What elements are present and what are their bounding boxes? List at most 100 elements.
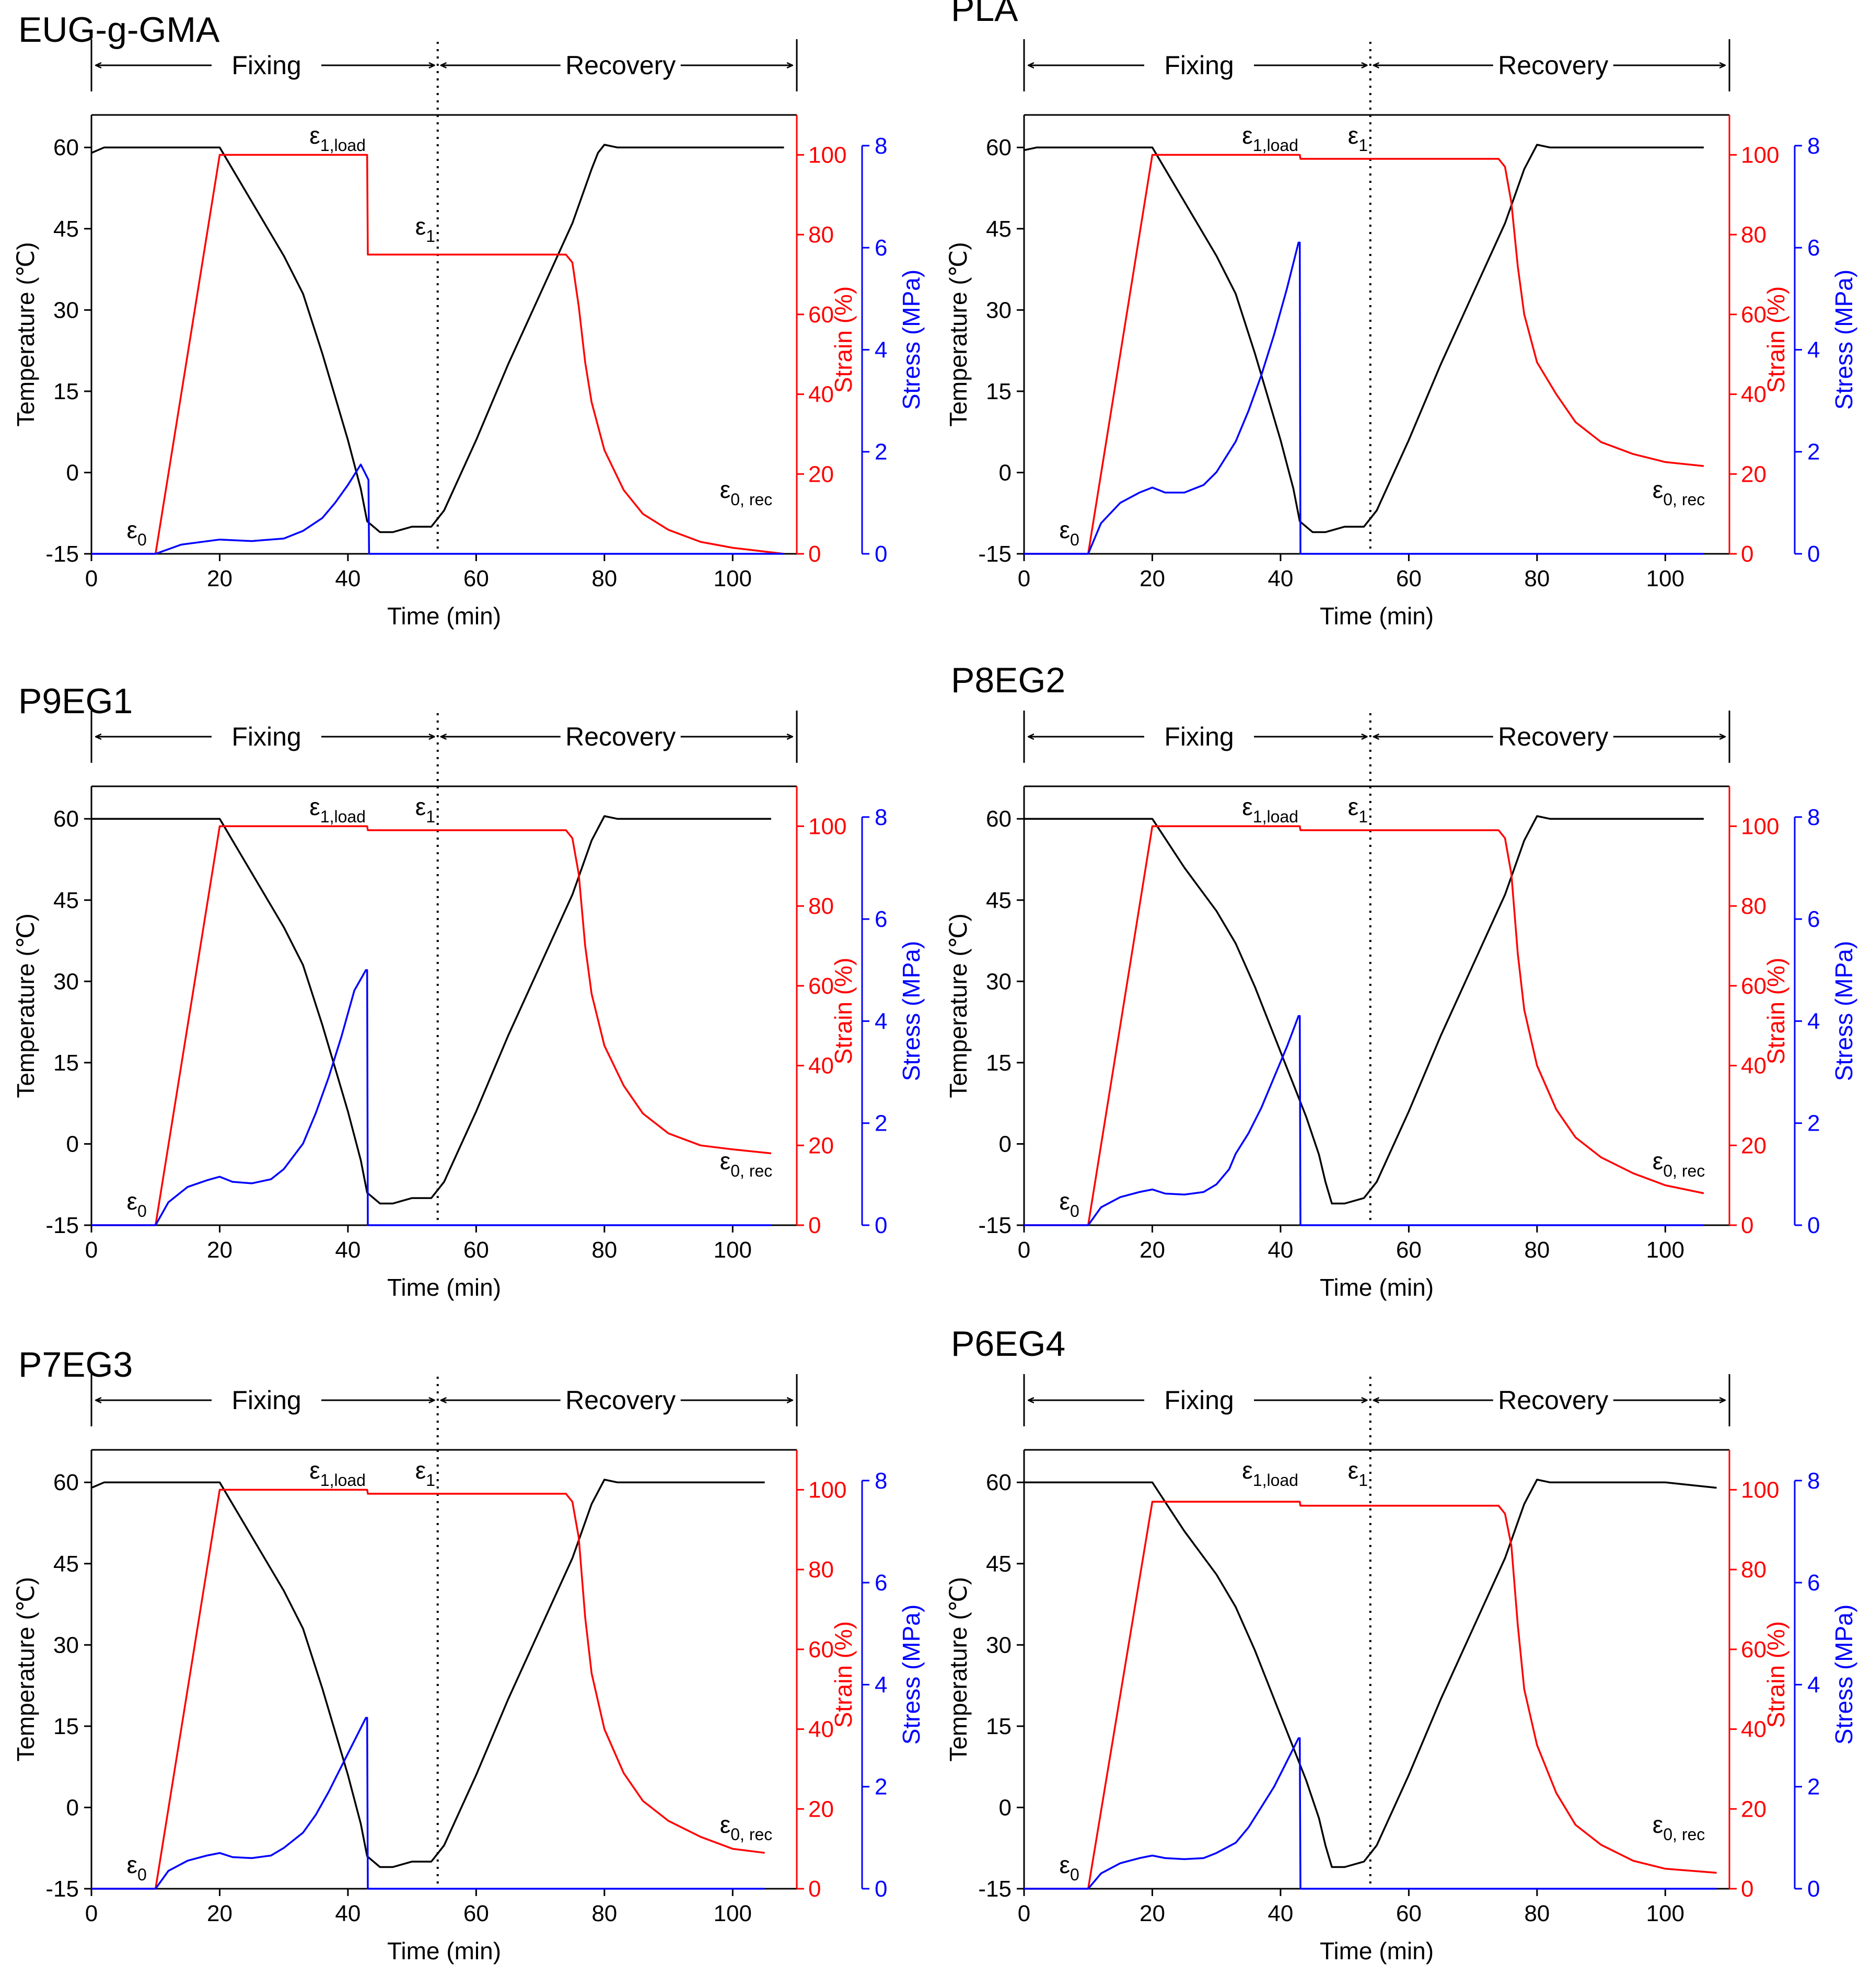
series-line-stress (1024, 1015, 1704, 1226)
annotation-eps0-symbol: ε (1060, 1188, 1071, 1215)
phase-label-recovery: Recovery (1498, 1386, 1608, 1415)
x-tick-label: 20 (1140, 1901, 1165, 1926)
annotation-eps0-symbol: ε (127, 516, 138, 543)
strain-tick-label: 20 (808, 461, 834, 487)
temperature-axis-title: Temperature (℃) (12, 242, 39, 426)
x-axis-title: Time (min) (1320, 1274, 1434, 1301)
annotation-eps1-symbol: ε (1348, 122, 1359, 149)
temp-tick-label: 45 (986, 888, 1012, 913)
temp-tick-label: 0 (999, 1131, 1012, 1157)
annotation-eps0: ε0 (1060, 516, 1079, 549)
annotation-eps0: ε0 (1060, 1188, 1079, 1220)
temp-tick-label: 30 (986, 297, 1012, 323)
x-tick-label: 40 (1268, 566, 1293, 591)
strain-tick-label: 20 (808, 1133, 834, 1158)
strain-tick-label: 0 (808, 541, 821, 567)
strain-tick-label: 100 (808, 1477, 846, 1503)
phase-label-fixing: Fixing (231, 51, 301, 80)
series-line-strain (1024, 154, 1704, 555)
strain-tick-label: 60 (808, 973, 834, 999)
annotation-eps0-symbol: ε (127, 1851, 138, 1878)
panel-title: PLA (951, 0, 1018, 29)
phase-label-recovery: Recovery (1498, 51, 1608, 80)
annotation-eps0: ε0 (127, 1188, 147, 1220)
annotation-eps1-load-subscript: 1,load (320, 807, 366, 826)
series-line-temperature (91, 144, 784, 533)
temp-tick-label: 15 (986, 379, 1012, 404)
annotation-eps0-rec: ε0, rec (1653, 476, 1705, 509)
strain-tick-label: 60 (808, 1637, 834, 1663)
annotation-eps1-load-symbol: ε (309, 122, 320, 149)
annotation-eps1-symbol: ε (1348, 1457, 1359, 1484)
annotation-eps0-subscript: 0 (137, 1865, 147, 1884)
annotation-eps1: ε1 (415, 213, 435, 246)
annotation-eps1-load-subscript: 1,load (1253, 136, 1298, 155)
x-tick-label: 20 (207, 1237, 233, 1263)
annotation-eps0-rec-symbol: ε (1653, 476, 1664, 503)
x-axis-title: Time (min) (387, 1937, 501, 1964)
annotation-eps0-subscript: 0 (137, 1202, 147, 1220)
annotation-eps1: ε1 (1348, 1457, 1368, 1490)
annotation-eps1-subscript: 1 (426, 807, 435, 826)
x-tick-label: 60 (463, 1901, 489, 1926)
strain-tick-label: 60 (808, 302, 834, 328)
stress-tick-label: 4 (875, 1008, 887, 1034)
x-tick-label: 40 (335, 1237, 361, 1263)
annotation-eps0-rec-symbol: ε (720, 1811, 731, 1838)
annotation-eps0-symbol: ε (1060, 1851, 1071, 1878)
stress-tick-label: 8 (875, 133, 887, 159)
stress-tick-label: 6 (1807, 1570, 1820, 1596)
temperature-axis-title: Temperature (℃) (12, 913, 39, 1098)
stress-tick-label: 4 (875, 1672, 887, 1698)
temp-tick-label: 45 (986, 1551, 1012, 1577)
x-tick-label: 20 (207, 566, 233, 591)
stress-axis-title: Stress (MPa) (898, 270, 925, 410)
temp-tick-label: -15 (978, 1213, 1012, 1238)
panel-title: EUG-g-GMA (18, 10, 220, 50)
stress-tick-label: 8 (1807, 805, 1820, 830)
temperature-axis-title: Temperature (℃) (945, 1577, 972, 1761)
temp-tick-label: 30 (53, 297, 79, 323)
annotation-eps0-subscript: 0 (137, 530, 147, 549)
series-line-strain (1024, 825, 1704, 1226)
x-tick-label: 0 (1018, 566, 1030, 591)
x-tick-label: 100 (714, 1237, 752, 1263)
stress-tick-label: 4 (1807, 1008, 1820, 1034)
temp-tick-label: 30 (986, 969, 1012, 994)
stress-tick-label: 2 (875, 439, 887, 465)
annotation-eps1-load-symbol: ε (1242, 122, 1253, 149)
stress-axis-title: Stress (MPa) (1830, 270, 1857, 410)
annotation-eps0-subscript: 0 (1070, 1202, 1079, 1220)
strain-tick-label: 0 (1741, 1213, 1753, 1238)
phase-label-fixing: Fixing (231, 722, 301, 751)
annotation-eps1-subscript: 1 (1358, 1471, 1368, 1490)
x-tick-label: 60 (1396, 1237, 1422, 1263)
temp-tick-label: -15 (45, 1876, 79, 1902)
annotation-eps0-symbol: ε (127, 1188, 138, 1215)
temperature-axis-title: Temperature (℃) (945, 913, 972, 1098)
strain-tick-label: 0 (1741, 541, 1753, 567)
temp-tick-label: 15 (53, 1050, 79, 1076)
annotation-eps0-subscript: 0 (1070, 530, 1079, 549)
temp-tick-label: 60 (53, 806, 79, 832)
temp-tick-label: 0 (66, 1131, 79, 1157)
temp-tick-label: 15 (986, 1050, 1012, 1076)
panel-title: P7EG3 (18, 1345, 133, 1385)
annotation-eps1-load-subscript: 1,load (1253, 807, 1298, 826)
annotation-eps0-rec-symbol: ε (720, 476, 731, 503)
x-tick-label: 0 (1018, 1237, 1030, 1263)
x-tick-label: 20 (1140, 566, 1165, 591)
stress-axis-title: Stress (MPa) (1830, 1605, 1857, 1745)
strain-tick-label: 40 (1741, 382, 1767, 408)
temp-tick-label: -15 (978, 1876, 1012, 1902)
series-line-temperature (1024, 815, 1704, 1205)
series-line-strain (91, 825, 772, 1226)
annotation-eps0-rec-symbol: ε (1653, 1147, 1664, 1175)
stress-axis-title: Stress (MPa) (1830, 941, 1857, 1081)
panel-title: P9EG1 (18, 681, 133, 721)
series-line-stress (91, 1717, 765, 1890)
